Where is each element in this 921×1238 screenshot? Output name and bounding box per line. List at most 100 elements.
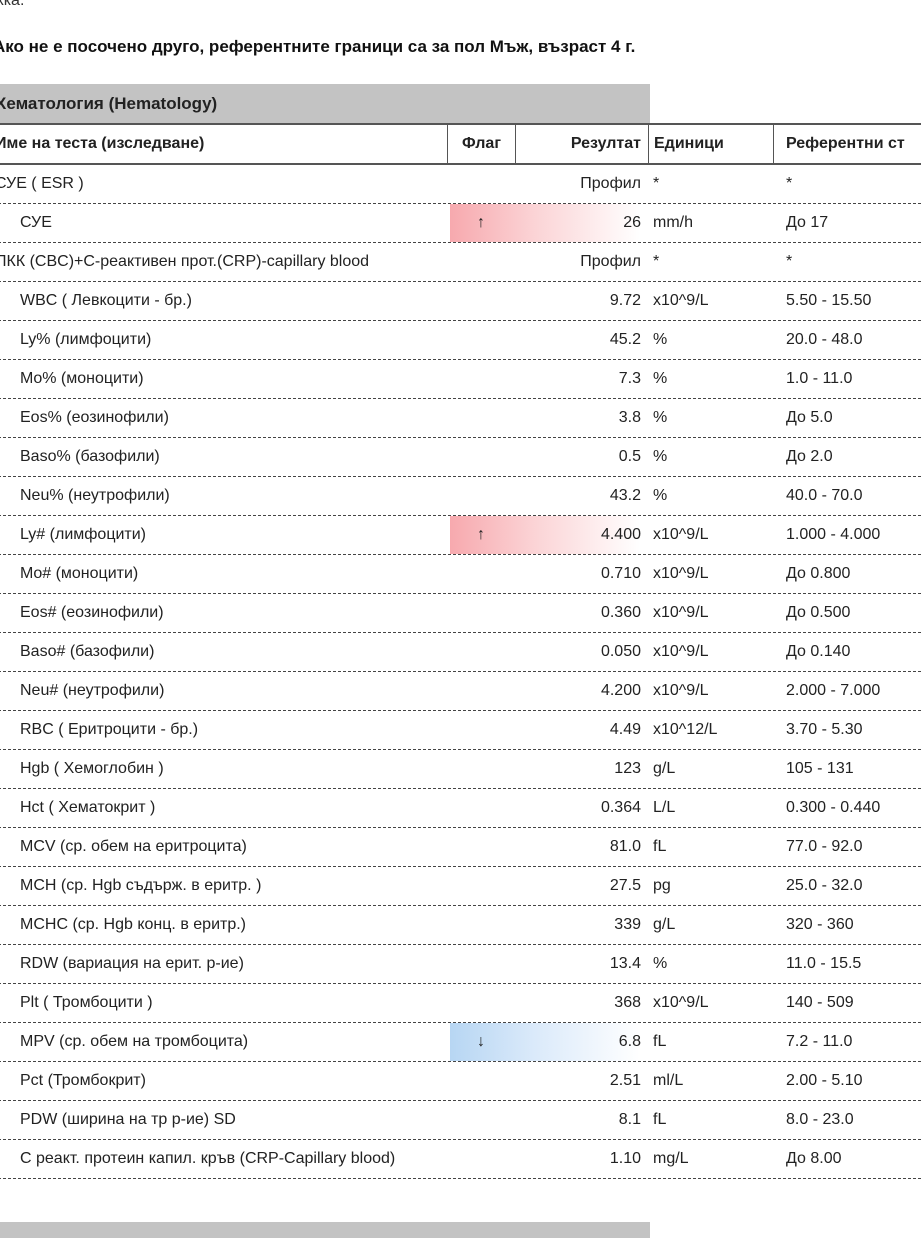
reference-range: До 0.500	[786, 604, 851, 621]
reference-range: 20.0 - 48.0	[786, 331, 863, 348]
test-name: СУЕ ( ESR )	[0, 175, 84, 192]
result: 4.400	[600, 526, 641, 543]
reference-range: До 2.0	[786, 448, 833, 465]
test-name: RBC ( Еритроцити - бр.)	[20, 721, 199, 738]
units: *	[653, 175, 660, 192]
units: x10^9/L	[653, 643, 709, 660]
units: mg/L	[653, 1150, 689, 1167]
result: 45.2	[609, 331, 641, 348]
table-header: Име на теста (изследване) Флаг Резултат …	[0, 125, 921, 165]
units: mm/h	[653, 214, 693, 231]
test-row: MCHC (ср. Hgb конц. в еритр.) 339 g/L 320 -…	[0, 906, 921, 945]
section-title: Хематология (Hematology)	[0, 94, 218, 113]
test-row: Pct (Тромбокрит) 2.51 ml/L 2.00 - 5.10	[0, 1062, 921, 1101]
test-row: Baso# (базофили) 0.050 x10^9/L До 0.140	[0, 633, 921, 672]
result: 1.10	[609, 1150, 641, 1167]
reference-range: 320 - 360	[786, 916, 854, 933]
units: x10^9/L	[653, 526, 709, 543]
reference-range: 140 - 509	[786, 994, 854, 1011]
column-header: Единици	[648, 125, 773, 163]
test-row: Mo# (моноцити) 0.710 x10^9/L До 0.800	[0, 555, 921, 594]
result: Профил	[580, 253, 641, 270]
test-row: Eos% (еозинофили) 3.8% До 5.0	[0, 399, 921, 438]
profile-row: ПКК (CBC)+С-реактивен прот.(CRP)-capilla…	[0, 243, 921, 282]
flag-highlight	[450, 204, 640, 242]
test-name: MPV (ср. обем на тромбоцита)	[20, 1033, 249, 1050]
test-row: WBC ( Левкоцити - бр.) 9.72 x10^9/L 5.50 - …	[0, 282, 921, 321]
flag-highlight	[450, 516, 640, 554]
test-name: Pct (Тромбокрит)	[20, 1072, 146, 1089]
reference-range: 8.0 - 23.0	[786, 1111, 854, 1128]
units: %	[653, 487, 668, 504]
units: g/L	[653, 916, 676, 933]
test-row: RBC ( Еритроцити - бр.) 4.49 x10^12/L 3.70 …	[0, 711, 921, 750]
test-row: СУЕ ↑ 26 mm/h До 17	[0, 204, 921, 243]
reference-range: 77.0 - 92.0	[786, 838, 863, 855]
test-row: Baso% (базофили) 0.5% До 2.0	[0, 438, 921, 477]
result: 339	[614, 916, 641, 933]
units: %	[653, 448, 668, 465]
test-name: ПКК (CBC)+С-реактивен прот.(CRP)-capilla…	[0, 253, 370, 270]
test-name: Ly% (лимфоцити)	[20, 331, 152, 348]
test-name: PDW (ширина на тр р-ие) SD	[20, 1111, 236, 1128]
reference-range: 3.70 - 5.30	[786, 721, 863, 738]
result: 27.5	[609, 877, 641, 894]
reference-range: 105 - 131	[786, 760, 854, 777]
test-row: Hct ( Хематокрит ) 0.364 L/L 0.300 - 0.440	[0, 789, 921, 828]
test-row: Eos# (еозинофили) 0.360 x10^9/L До 0.500	[0, 594, 921, 633]
profile-row: СУЕ ( ESR ) Профил * *	[0, 165, 921, 204]
result: 4.200	[600, 682, 641, 699]
reference-range: 40.0 - 70.0	[786, 487, 863, 504]
reference-range: 25.0 - 32.0	[786, 877, 863, 894]
test-row: Neu% (неутрофили) 43.2% 40.0 - 70.0	[0, 477, 921, 516]
result: 368	[614, 994, 641, 1011]
test-name: MCHC (ср. Hgb конц. в еритр.)	[20, 916, 246, 933]
flag-highlight	[450, 1023, 640, 1061]
reference-range: До 5.0	[786, 409, 833, 426]
results-table: Име на теста (изследване) Флаг Резултат …	[0, 123, 921, 1179]
test-row: Neu# (неутрофили) 4.200 x10^9/L 2.000 - 7.0…	[0, 672, 921, 711]
column-header: Име на теста (изследване)	[0, 135, 205, 152]
result: 13.4	[609, 955, 641, 972]
reference-range: 7.2 - 11.0	[786, 1033, 853, 1050]
units: *	[653, 253, 660, 270]
result: 3.8	[618, 409, 641, 426]
reference-range: 1.000 - 4.000	[786, 526, 881, 543]
test-name: MCH (ср. Hgb съдърж. в еритр. )	[20, 877, 262, 894]
units: %	[653, 409, 668, 426]
result: 9.72	[609, 292, 641, 309]
flag: ↓	[477, 1033, 485, 1050]
test-row: Hgb ( Хемоглобин ) 123 g/L 105 - 131	[0, 750, 921, 789]
units: fL	[653, 838, 667, 855]
flag: ↑	[477, 214, 485, 231]
flag: ↑	[477, 526, 485, 543]
test-row: Ly# (лимфоцити) ↑ 4.400 x10^9/L 1.000 - 4.00…	[0, 516, 921, 555]
test-name: Hgb ( Хемоглобин )	[20, 760, 164, 777]
test-name: Neu% (неутрофили)	[20, 487, 170, 504]
reference-range: 1.0 - 11.0	[786, 370, 853, 387]
units: x10^9/L	[653, 565, 709, 582]
result: 43.2	[609, 487, 641, 504]
test-name: Plt ( Тромбоцити )	[20, 994, 153, 1011]
result: 4.49	[609, 721, 641, 738]
test-name: С реакт. протеин капил. кръв (CRP-Capill…	[20, 1150, 396, 1167]
reference-range: *	[786, 253, 793, 270]
test-name: Mo% (моноцити)	[20, 370, 144, 387]
units: fL	[653, 1033, 667, 1050]
column-header: Референтни ст	[773, 125, 921, 163]
result: 0.364	[600, 799, 641, 816]
result: 8.1	[618, 1111, 641, 1128]
result: 26	[623, 214, 641, 231]
test-name: WBC ( Левкоцити - бр.)	[20, 292, 192, 309]
test-row: RDW (вариация на ерит. р-ие) 13.4% 11.0 - …	[0, 945, 921, 984]
units: x10^9/L	[653, 604, 709, 621]
reference-range: До 17	[786, 214, 829, 231]
next-section-bar	[0, 1222, 650, 1238]
result: Профил	[580, 175, 641, 192]
test-row: MCV (ср. обем на еритроцита) 81.0 fL 77.0 -…	[0, 828, 921, 867]
reference-range: 2.00 - 5.10	[786, 1072, 863, 1089]
section-header: Хематология (Hematology)	[0, 84, 650, 123]
test-name: СУЕ	[20, 214, 52, 231]
test-name: Hct ( Хематокрит )	[20, 799, 156, 816]
